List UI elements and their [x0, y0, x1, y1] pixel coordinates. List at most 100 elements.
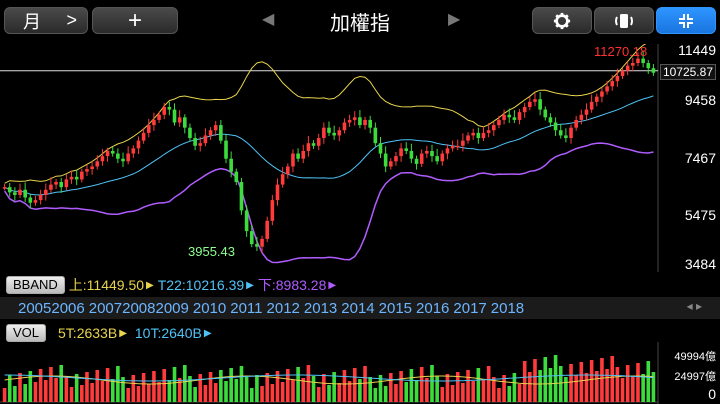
vol-ma5-line [4, 375, 654, 385]
candle-body [239, 181, 244, 211]
candle-body [90, 166, 94, 170]
candle-body [409, 150, 414, 159]
volume-bar [33, 382, 38, 402]
vol-button[interactable]: VOL [6, 324, 47, 342]
price-axis-label: 7467 [684, 150, 716, 166]
volume-bar [183, 365, 187, 402]
volume-bar [203, 385, 208, 402]
volume-bar [466, 370, 470, 402]
candle-body [280, 174, 285, 185]
volume-bar [347, 381, 352, 402]
candle-body [146, 125, 151, 133]
volume-bar [615, 367, 620, 402]
candle-body [486, 130, 491, 133]
volume-bar [152, 371, 156, 402]
candle-body [18, 189, 22, 195]
candle-body [286, 166, 290, 175]
volume-bar [486, 366, 491, 402]
high-marker: 11270.18 [594, 44, 648, 59]
next-stock-icon[interactable]: ▶ [448, 11, 461, 28]
volume-chart[interactable] [0, 342, 720, 404]
candle-body [301, 150, 306, 159]
volume-bar [388, 373, 393, 402]
volume-bar [74, 374, 79, 402]
candle-body [177, 117, 182, 123]
volume-bar [584, 373, 589, 402]
volume-bar [461, 383, 465, 402]
candle-body [152, 119, 156, 126]
candle-body [265, 220, 270, 239]
candle-body [74, 176, 79, 180]
candle-body [620, 70, 625, 76]
volume-bar [332, 372, 336, 402]
volume-bar [260, 386, 264, 402]
volume-bar [80, 385, 84, 402]
volume-bar [327, 385, 331, 402]
volume-bar [167, 380, 172, 402]
vol-ma10-line [4, 374, 654, 382]
candle-body [296, 153, 300, 159]
candle-body [558, 130, 563, 136]
volume-bar [368, 377, 372, 402]
candle-body [270, 200, 275, 221]
candle-body [450, 145, 455, 149]
candle-body [80, 171, 84, 180]
candle-body [49, 184, 53, 190]
fullscreen-button[interactable] [656, 7, 716, 34]
bband-button[interactable]: BBAND [6, 276, 65, 294]
volume-bar [512, 373, 517, 402]
price-axis-label: 5475 [684, 207, 716, 223]
candle-body [33, 200, 38, 203]
period-button[interactable]: 月 > [4, 7, 88, 34]
scroll-control-icon[interactable]: ◂ ▸ [686, 299, 702, 313]
candle-body [594, 96, 599, 102]
candle-body [188, 127, 192, 139]
add-button[interactable]: + [92, 7, 178, 34]
volume-bar [404, 382, 409, 402]
candle-body [342, 122, 347, 131]
prev-stock-icon[interactable]: ◀ [262, 11, 275, 28]
year-label: 2005 [18, 299, 52, 317]
candle-body [625, 65, 630, 71]
candle-body [126, 153, 130, 162]
year-label: 2017 [453, 299, 487, 317]
volume-bar [502, 375, 506, 402]
candle-body [183, 117, 187, 128]
volume-bar [311, 376, 316, 402]
year-label: 2007 [88, 299, 123, 317]
volume-bar [7, 375, 12, 402]
candle-body [399, 148, 403, 157]
candle-body [466, 135, 470, 141]
candle-body [136, 140, 141, 149]
candle-body [38, 194, 43, 201]
candle-body [105, 150, 110, 157]
volume-bar [589, 360, 594, 402]
candle-body [85, 169, 89, 172]
volume-bar [69, 387, 74, 402]
toolbar: 月 > + ◀ 加權指 ▶ [0, 0, 720, 40]
volume-bar [651, 372, 656, 402]
candle-body [167, 106, 172, 110]
year-label: 2011 [230, 299, 263, 317]
candle-body [59, 181, 64, 188]
candle-body [322, 127, 326, 139]
candle-body [327, 127, 331, 133]
candle-body [455, 145, 460, 148]
volume-bar [450, 385, 455, 402]
price-chart[interactable] [0, 44, 720, 272]
candle-body [316, 138, 321, 146]
bband-lower-marker: ▶ [328, 279, 337, 291]
candle-body [193, 138, 197, 146]
vol-ma5: 5T:2633B [58, 325, 118, 341]
volume-bar [49, 367, 53, 402]
candle-body [157, 114, 161, 120]
settings-button[interactable] [532, 7, 592, 34]
volume-bar [244, 377, 249, 402]
candle-body [368, 119, 372, 128]
year-scale[interactable]: 2005 2006 2007 2008 2009 2010 2011 2012 … [0, 297, 720, 319]
candle-body [564, 135, 568, 139]
volume-bar [162, 369, 167, 402]
vol-row: VOL 5T:2633B ▶ 10T:2640B ▶ [0, 323, 212, 343]
rotate-button[interactable] [594, 7, 654, 34]
candle-body [332, 132, 336, 136]
